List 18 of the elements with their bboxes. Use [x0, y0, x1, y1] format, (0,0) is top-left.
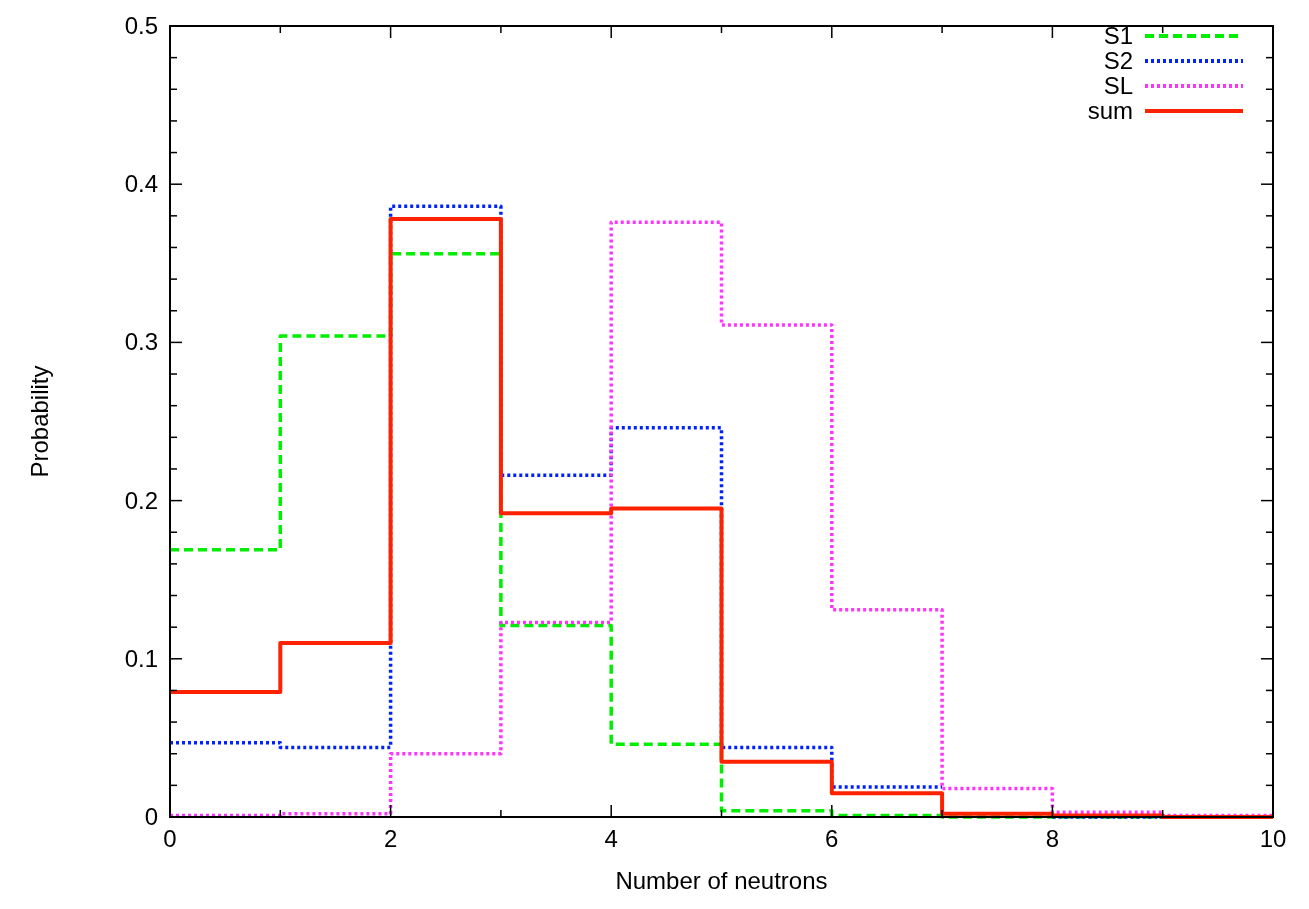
legend-label: S2: [1103, 47, 1133, 74]
x-tick-label: 8: [1045, 825, 1060, 852]
x-tick-label: 0: [163, 825, 177, 852]
y-tick-label: 0.5: [124, 12, 158, 39]
x-tick-label: 6: [825, 825, 839, 852]
y-tick-label: 0.1: [124, 644, 158, 672]
legend-label: S1: [1103, 22, 1133, 49]
legend-label: SL: [1103, 72, 1133, 99]
x-axis-title: Number of neutrons: [615, 867, 828, 894]
y-axis-title: Probability: [26, 365, 53, 478]
x-tick-label: 10: [1259, 825, 1287, 852]
y-tick-label: 0.2: [124, 486, 158, 514]
y-tick-label: 0.3: [124, 328, 158, 356]
y-tick-label: 0: [144, 803, 158, 830]
y-tick-label: 0.4: [124, 170, 158, 198]
x-tick-label: 4: [604, 825, 618, 852]
legend-label: sum: [1087, 97, 1133, 124]
x-tick-label: 2: [383, 825, 398, 852]
